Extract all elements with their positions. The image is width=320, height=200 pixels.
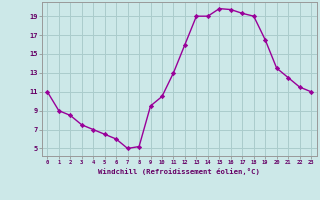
X-axis label: Windchill (Refroidissement éolien,°C): Windchill (Refroidissement éolien,°C) — [98, 168, 260, 175]
